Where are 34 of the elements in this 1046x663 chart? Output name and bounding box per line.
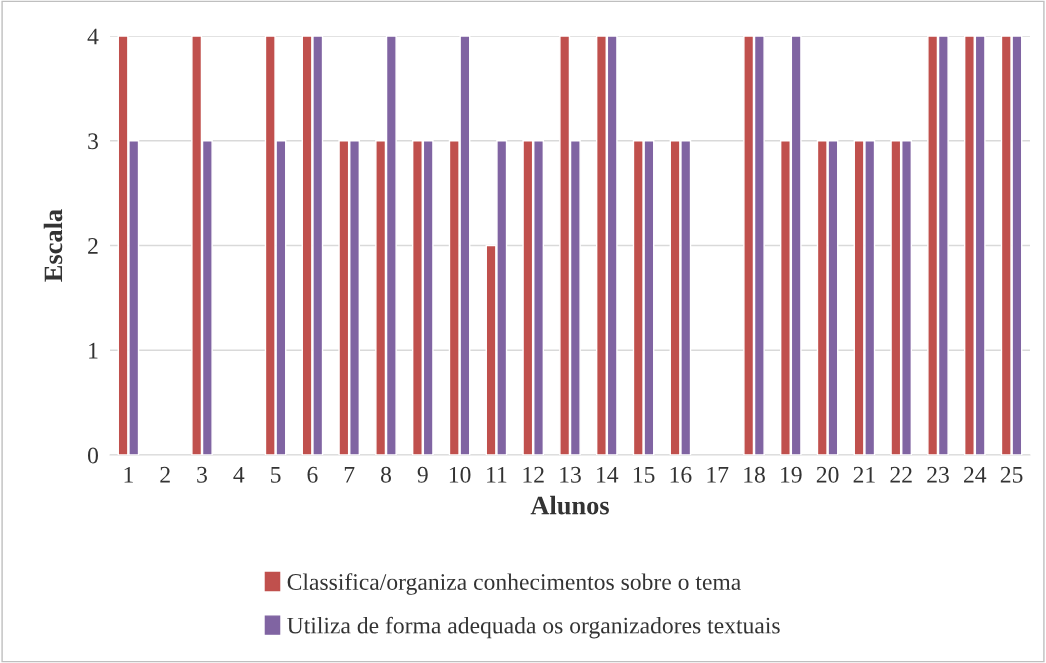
x-tick-label: 19	[781, 466, 802, 483]
legend-label: Classifica/organiza conhecimentos sobre o tema	[287, 573, 741, 595]
x-tick-label: 14	[597, 466, 619, 483]
y-tick-label: 3	[88, 133, 98, 150]
x-tick-label: 1	[124, 466, 133, 483]
x-tick-label: 16	[670, 466, 692, 483]
x-tick-label: 25	[1000, 466, 1023, 483]
x-tick-label: 15	[633, 466, 655, 483]
x-tick-label: 6	[307, 466, 318, 483]
x-tick-label: 13	[560, 466, 581, 483]
x-tick-label: 10	[449, 466, 471, 483]
y-tick-label: 4	[87, 28, 99, 45]
x-tick-label: 21	[853, 466, 875, 483]
x-tick-label: 24	[964, 466, 987, 483]
x-tick-label: 3	[197, 466, 207, 483]
y-tick-label: 2	[88, 238, 98, 254]
x-tick-label: 9	[417, 466, 428, 483]
x-tick-label: 23	[927, 466, 949, 483]
x-tick-label: 17	[707, 466, 729, 483]
x-tick-label: 18	[744, 466, 765, 483]
legend-label: Utiliza de forma adequada os organizadores textuais	[287, 616, 780, 639]
y-axis-title: Escala	[43, 209, 63, 282]
x-tick-label: 4	[233, 466, 245, 483]
y-tick-label: 1	[89, 342, 98, 359]
y-tick-label: 0	[87, 447, 98, 464]
x-axis-title: Alunos	[530, 495, 609, 515]
x-tick-label: 5	[271, 467, 281, 483]
x-tick-label: 20	[816, 466, 839, 483]
x-tick-label: 22	[890, 466, 912, 483]
x-tick-label: 8	[381, 466, 391, 483]
x-tick-label: 2	[160, 466, 170, 483]
x-tick-label: 7	[344, 467, 355, 483]
x-tick-label: 12	[523, 466, 544, 483]
x-tick-label: 11	[487, 466, 507, 483]
